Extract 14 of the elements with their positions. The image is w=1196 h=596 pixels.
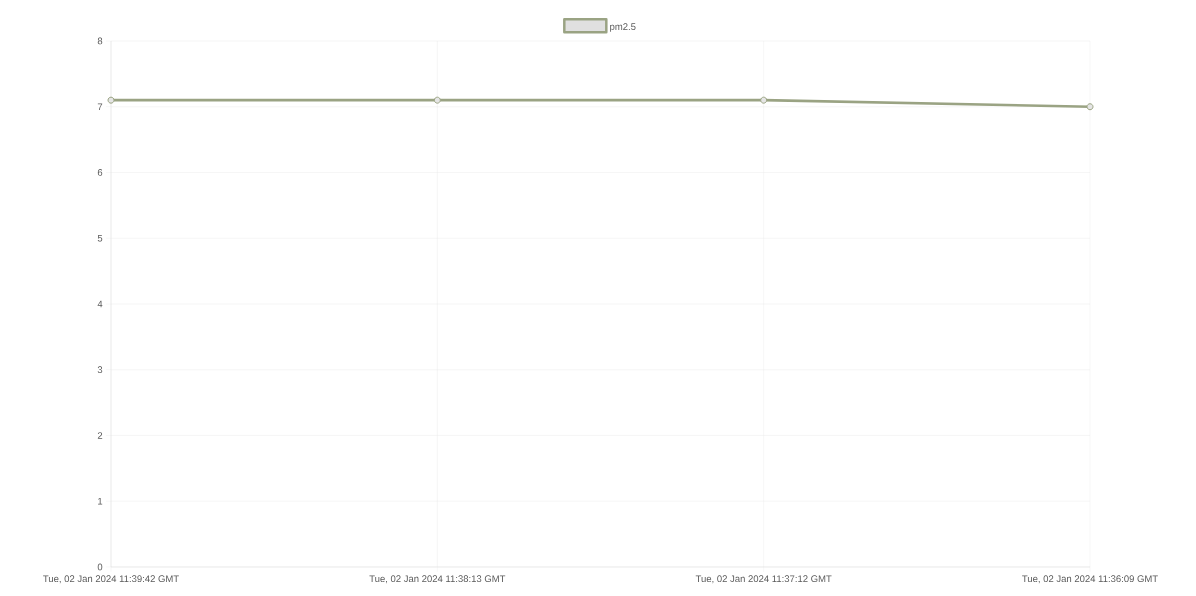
y-tick-label: 3 [97,366,103,374]
y-tick-label: 2 [97,432,103,439]
y-tick-label: 4 [97,300,103,308]
x-tick-label: Tue, 02 Jan 2024 11:38:13 GMT [369,575,506,584]
x-tick-label: Tue, 02 Jan 2024 11:36:09 GMT [1022,575,1158,584]
y-tick-label: 6 [97,169,103,176]
y-tick-label: 0 [97,563,103,571]
x-tick-label: Tue, 02 Jan 2024 11:39:42 GMT [43,575,179,584]
x-tick-label: Tue, 02 Jan 2024 11:37:12 GMT [695,575,832,584]
y-tick-label: 7 [97,103,103,111]
y-tick-label: 8 [97,37,103,45]
y-tick-label: 1 [98,497,103,505]
y-tick-label: 5 [97,234,103,242]
legend-label: pm2.5 [610,23,636,32]
